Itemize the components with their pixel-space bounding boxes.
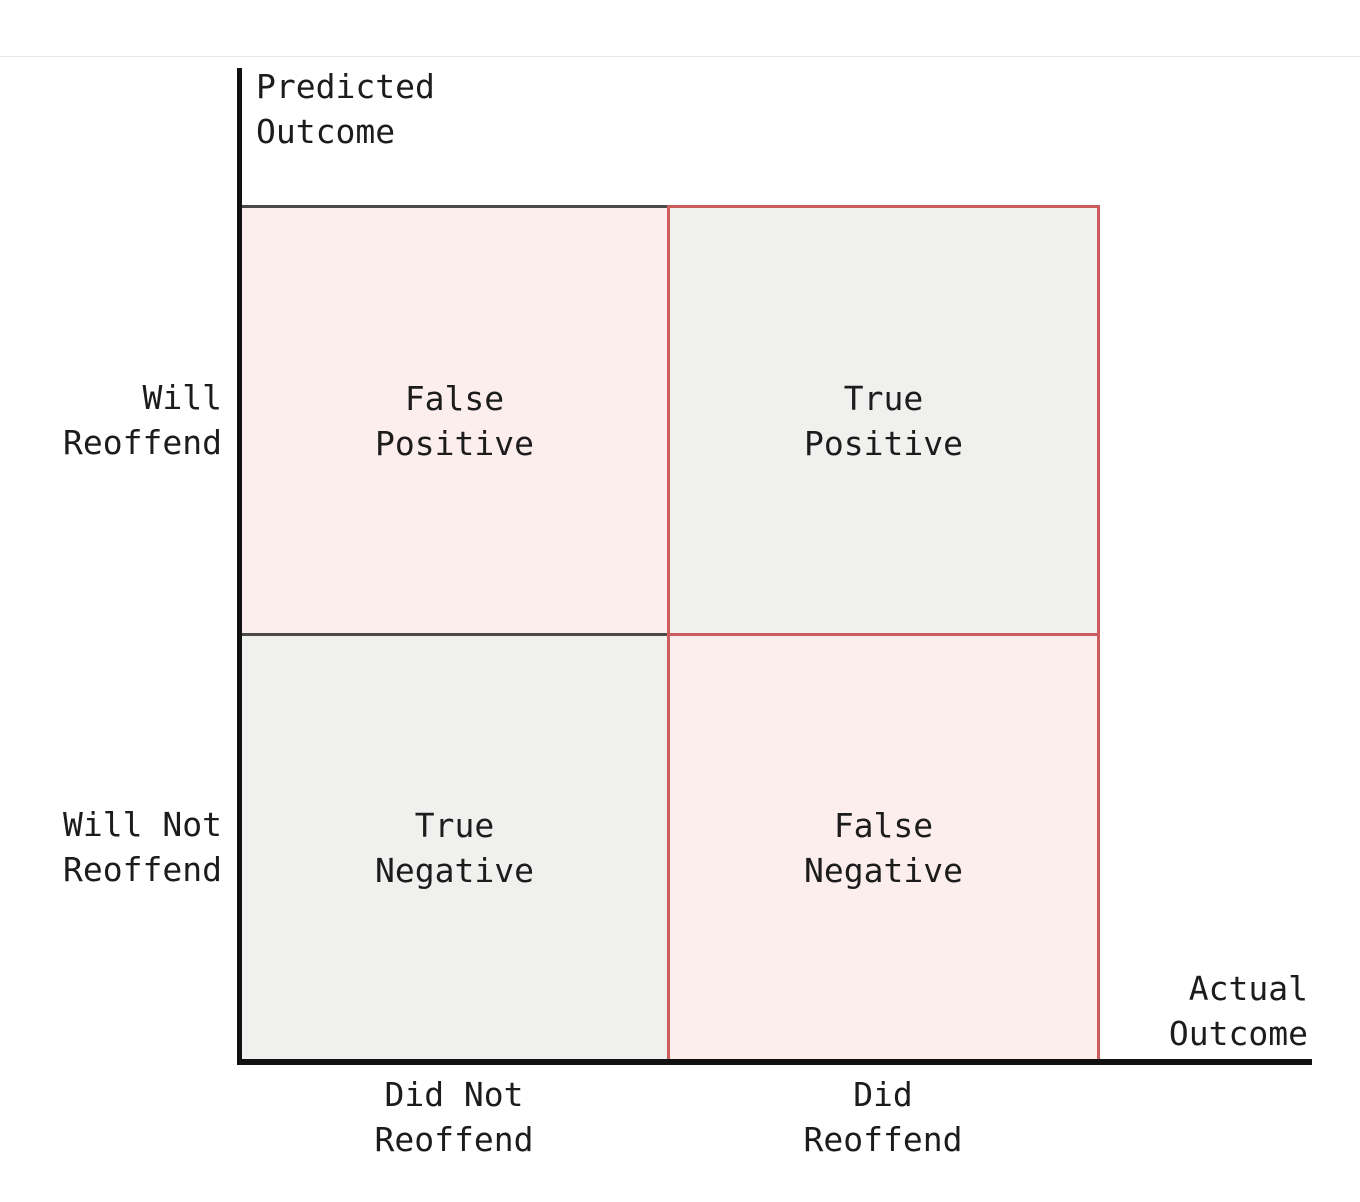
quadrant-false-positive-label: False Positive xyxy=(375,378,534,463)
matrix-middle-border-right xyxy=(667,633,1100,636)
quadrant-true-positive: True Positive xyxy=(670,208,1097,633)
quadrant-true-negative-label: True Negative xyxy=(375,805,534,890)
quadrant-true-positive-label: True Positive xyxy=(804,378,963,463)
row-label-will-not-reoffend: Will Not Reoffend xyxy=(63,805,222,889)
quadrant-true-negative: True Negative xyxy=(242,636,667,1059)
matrix-top-border-right xyxy=(667,205,1100,208)
matrix-right-border xyxy=(1097,205,1100,1059)
quadrant-false-negative-label: False Negative xyxy=(804,805,963,890)
matrix-top-border-left xyxy=(242,205,667,208)
y-axis-line xyxy=(237,68,242,1065)
x-axis-line xyxy=(237,1059,1312,1065)
y-axis-title: Predicted Outcome xyxy=(256,67,435,151)
quadrant-false-positive: False Positive xyxy=(242,208,667,633)
row-label-will-reoffend: Will Reoffend xyxy=(63,378,222,462)
col-label-did-reoffend: Did Reoffend xyxy=(803,1075,963,1159)
matrix-middle-border-left xyxy=(242,633,667,636)
top-divider-line xyxy=(0,56,1360,57)
col-label-did-not-reoffend: Did Not Reoffend xyxy=(374,1075,534,1159)
matrix-center-divider xyxy=(667,205,670,1059)
x-axis-title: Actual Outcome xyxy=(1168,969,1308,1053)
quadrant-false-negative: False Negative xyxy=(670,636,1097,1059)
